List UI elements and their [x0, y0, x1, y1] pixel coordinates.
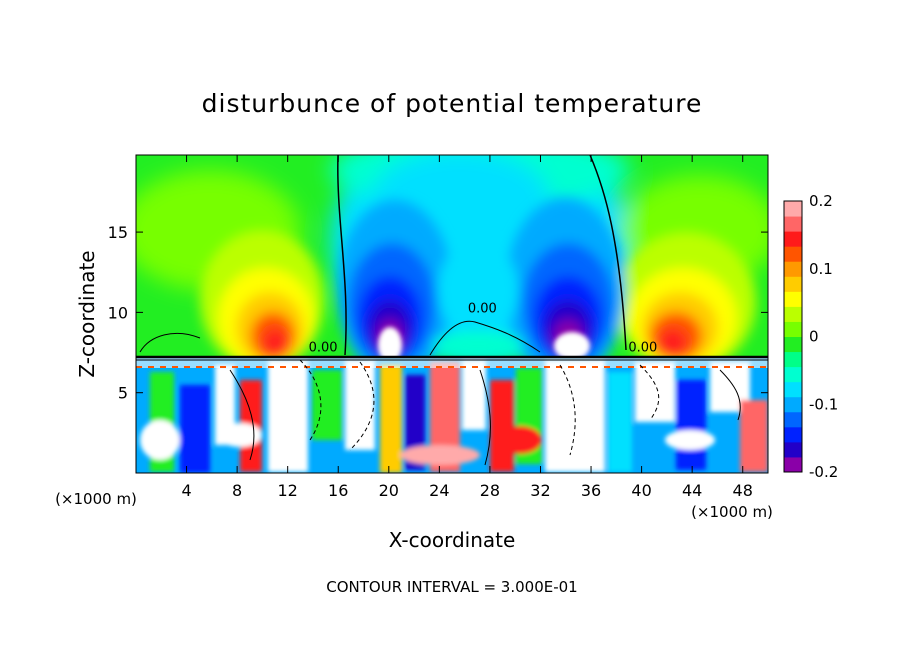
x-tick-label: 12 — [278, 481, 298, 500]
x-tick-label: 40 — [631, 481, 651, 500]
x-tick-label: 16 — [328, 481, 348, 500]
heatmap-field: 0.00 0.00 0.00 — [136, 155, 768, 473]
x-tick-label: 48 — [733, 481, 753, 500]
x-tick-label: 8 — [232, 481, 242, 500]
upper-layer — [136, 155, 768, 358]
contour-label: 0.00 — [309, 341, 338, 356]
chart-title: disturbunce of potential temperature — [202, 89, 703, 118]
colorbar-swatch — [784, 321, 802, 337]
lower-layer — [136, 358, 768, 473]
x-tick-label: 28 — [480, 481, 500, 500]
colorbar-swatch — [784, 246, 802, 262]
colorbar-swatch — [784, 456, 802, 473]
colorbar-swatch — [784, 381, 802, 398]
contour-label: 0.00 — [468, 301, 497, 316]
colorbar-swatch — [784, 336, 802, 353]
x-axis-label: X-coordinate — [389, 528, 516, 552]
x-axis: 4 8 12 16 20 24 28 32 36 40 44 48 — [181, 155, 753, 500]
colorbar: 0.2 0.1 0 -0.1 -0.2 — [783, 192, 838, 481]
colorbar-tick-label: 0 — [809, 328, 819, 346]
colorbar-swatch — [784, 426, 802, 443]
y-axis: 5 10 15 — [108, 223, 768, 403]
x-tick-label: 36 — [581, 481, 601, 500]
x-unit-note: (×1000 m) — [691, 503, 773, 521]
colorbar-swatch — [784, 366, 802, 383]
contour-interval-note: CONTOUR INTERVAL = 3.000E-01 — [326, 578, 577, 596]
x-tick-label: 4 — [181, 481, 191, 500]
y-tick-label: 15 — [108, 223, 128, 242]
contour-lines — [136, 155, 768, 466]
x-tick-label: 24 — [429, 481, 449, 500]
colorbar-swatch — [784, 201, 802, 217]
colorbar-swatch — [784, 351, 802, 368]
x-tick-label: 20 — [379, 481, 399, 500]
colorbar-swatch — [784, 216, 802, 232]
colorbar-swatch — [784, 396, 802, 413]
y-tick-label: 5 — [118, 384, 128, 403]
colorbar-tick-label: 0.2 — [809, 192, 833, 210]
colorbar-tick-label: -0.1 — [809, 395, 838, 413]
y-axis-label: Z-coordinate — [75, 250, 99, 377]
colorbar-swatch — [784, 306, 802, 322]
x-tick-label: 44 — [682, 481, 702, 500]
contour-labels: 0.00 0.00 0.00 — [309, 301, 658, 355]
colorbar-swatch — [784, 291, 802, 307]
colorbar-tick-label: 0.1 — [809, 260, 833, 278]
colorbar-swatch — [784, 231, 802, 247]
colorbar-frame — [783, 200, 803, 473]
colorbar-swatch — [784, 276, 802, 292]
colorbar-swatch — [784, 261, 802, 277]
colorbar-swatch — [784, 441, 802, 458]
colorbar-tick-label: -0.2 — [809, 463, 838, 481]
contour-label: 0.00 — [628, 341, 657, 356]
colorbar-swatch — [784, 411, 802, 428]
plot-frame — [135, 154, 769, 474]
y-tick-label: 10 — [108, 303, 128, 322]
y-unit-note: (×1000 m) — [55, 490, 137, 508]
x-tick-label: 32 — [530, 481, 550, 500]
